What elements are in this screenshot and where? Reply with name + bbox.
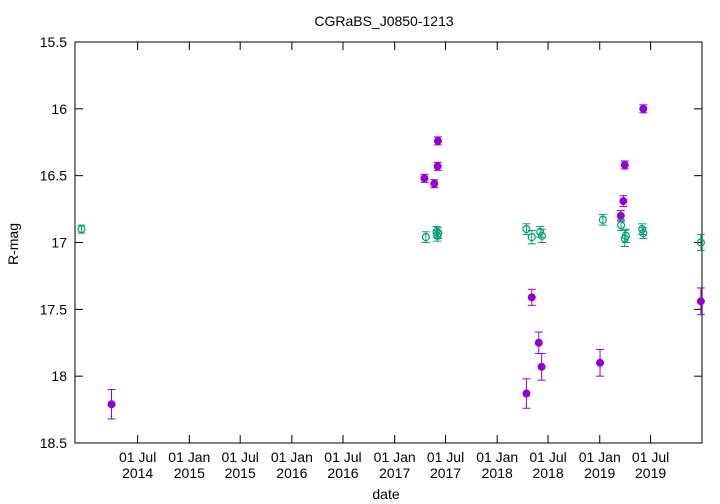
chart-title: CGRaBS_J0850-1213 bbox=[314, 13, 454, 29]
data-point bbox=[527, 233, 536, 242]
x-tick-label: 2018 bbox=[532, 465, 563, 481]
data-point bbox=[420, 174, 429, 183]
data-point bbox=[536, 227, 545, 236]
x-tick-label: 2019 bbox=[635, 465, 666, 481]
y-tick-label: 18 bbox=[51, 368, 67, 384]
data-point bbox=[433, 136, 442, 145]
data-point bbox=[107, 400, 116, 409]
x-tick-label: 2019 bbox=[584, 465, 615, 481]
y-tick-label: 16.5 bbox=[40, 168, 67, 184]
data-point bbox=[696, 297, 705, 306]
data-series bbox=[77, 213, 705, 252]
data-point bbox=[434, 229, 443, 238]
data-series bbox=[107, 104, 705, 420]
x-axis-label: date bbox=[372, 486, 399, 502]
y-tick-label: 17 bbox=[51, 235, 67, 251]
x-tick-label: 2016 bbox=[327, 465, 358, 481]
data-point bbox=[432, 227, 441, 236]
y-tick-label: 17.5 bbox=[40, 301, 67, 317]
data-point bbox=[620, 160, 629, 169]
x-tick-label: 01 Jan bbox=[476, 449, 518, 465]
data-point bbox=[621, 231, 630, 240]
data-point bbox=[527, 293, 536, 302]
x-tick-label: 01 Jan bbox=[374, 449, 416, 465]
data-point bbox=[598, 215, 607, 224]
x-tick-label: 01 Jul bbox=[221, 449, 258, 465]
data-point bbox=[77, 225, 86, 234]
data-point bbox=[534, 338, 543, 347]
data-point bbox=[616, 221, 626, 230]
data-point bbox=[421, 233, 430, 242]
x-tick-label: 01 Jul bbox=[632, 449, 669, 465]
data-point bbox=[537, 362, 546, 371]
x-tick-label: 01 Jul bbox=[427, 449, 464, 465]
data-point bbox=[433, 162, 442, 171]
data-point bbox=[696, 238, 705, 247]
y-axis: 15.5 16 16.5 17 17.5 18 18.5 bbox=[40, 34, 702, 451]
x-tick-label: 01 Jan bbox=[168, 449, 210, 465]
data-point bbox=[639, 104, 648, 113]
series-layer bbox=[77, 104, 705, 420]
y-tick-label: 18.5 bbox=[40, 435, 67, 451]
x-tick-label: 2015 bbox=[174, 465, 205, 481]
data-point bbox=[430, 179, 439, 188]
data-point bbox=[522, 389, 531, 398]
y-axis-label: R-mag bbox=[5, 223, 21, 265]
x-tick-label: 01 Jul bbox=[529, 449, 566, 465]
data-point bbox=[537, 231, 546, 240]
y-tick-label: 15.5 bbox=[40, 34, 67, 50]
x-tick-label: 01 Jul bbox=[324, 449, 361, 465]
x-tick-label: 2015 bbox=[225, 465, 256, 481]
data-point bbox=[638, 225, 647, 234]
x-tick-label: 2014 bbox=[122, 465, 153, 481]
x-tick-label: 01 Jan bbox=[271, 449, 313, 465]
y-tick-label: 16 bbox=[51, 101, 67, 117]
x-tick-label: 2017 bbox=[430, 465, 461, 481]
plot-frame bbox=[74, 41, 703, 444]
x-tick-label: 01 Jul bbox=[119, 449, 156, 465]
data-point bbox=[619, 197, 628, 206]
data-point bbox=[522, 225, 531, 234]
data-point bbox=[596, 358, 605, 367]
x-tick-label: 2018 bbox=[482, 465, 513, 481]
data-point bbox=[639, 229, 648, 238]
x-tick-label: 01 Jan bbox=[579, 449, 621, 465]
data-point bbox=[616, 211, 625, 220]
x-tick-label: 2016 bbox=[276, 465, 307, 481]
plot-border bbox=[74, 41, 703, 444]
x-tick-label: 2017 bbox=[379, 465, 410, 481]
